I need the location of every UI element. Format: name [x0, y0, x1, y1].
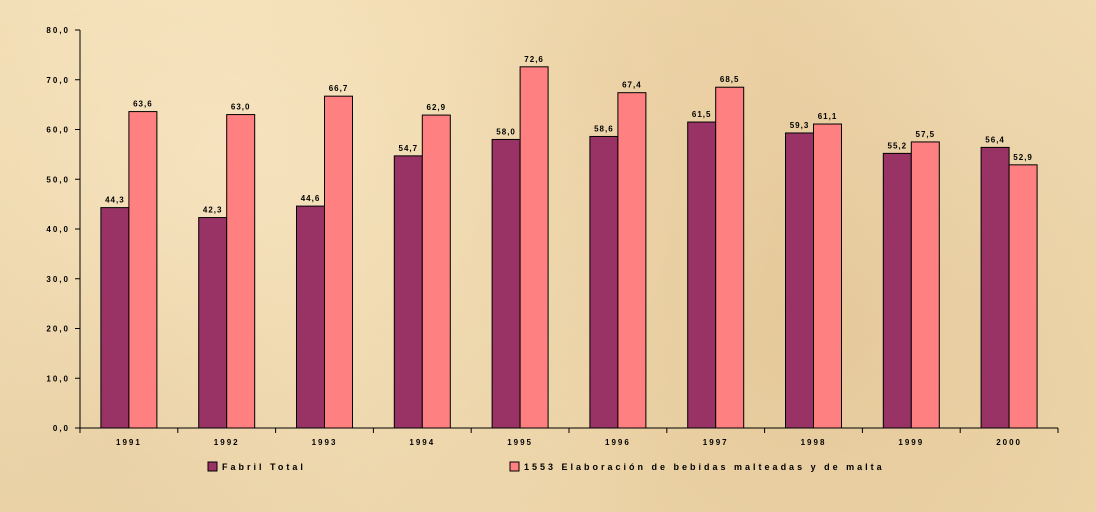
y-tick-label: 30,0: [46, 275, 70, 284]
legend-swatch: [208, 462, 217, 471]
x-axis: 1991 1992 1993 1994 1995 1996 1997 1998 1999 2000: [80, 428, 1058, 447]
bar-series-1: [786, 133, 814, 428]
y-axis: 0,0 10,0 20,0 30,0 40,0 50,0 60,0 70,0 80,0: [46, 26, 80, 433]
x-tick-label: 1994: [409, 438, 435, 447]
bar-series-1: [394, 156, 422, 428]
bars: 44,3 42,3 44,6 54,7 58,0 58,6 61,5 59,3 55,2 56,4…: [101, 55, 1037, 428]
data-label: 67,4: [622, 81, 642, 90]
data-label: 55,2: [888, 141, 908, 150]
bar-series-1: [297, 206, 325, 428]
x-tick-label: 1997: [703, 438, 729, 447]
data-label: 63,0: [231, 103, 251, 112]
data-label: 62,9: [427, 103, 447, 112]
x-tick-label: 1998: [801, 438, 827, 447]
bar-series-1: [199, 218, 227, 428]
data-label: 68,5: [720, 75, 740, 84]
bar-series-2: [325, 96, 353, 428]
bar-series-2: [227, 115, 255, 428]
x-tick-label: 2000: [996, 438, 1022, 447]
data-label: 42,3: [203, 206, 223, 215]
bar-series-2: [716, 87, 744, 428]
data-label: 58,0: [496, 127, 516, 136]
legend-swatch: [510, 462, 519, 471]
bar-series-2: [618, 93, 646, 428]
data-label: 61,1: [818, 112, 838, 121]
y-tick-label: 50,0: [46, 175, 70, 184]
x-tick-label: 1995: [507, 438, 533, 447]
y-tick-label: 60,0: [46, 126, 70, 135]
y-tick-label: 0,0: [53, 424, 70, 433]
data-label: 58,6: [594, 124, 614, 133]
y-tick-label: 80,0: [46, 26, 70, 35]
bar-series-2: [422, 115, 450, 428]
data-label: 52,9: [1013, 153, 1033, 162]
data-label: 63,6: [133, 100, 153, 109]
y-tick-label: 70,0: [46, 76, 70, 85]
data-label: 56,4: [985, 135, 1005, 144]
bar-series-1: [981, 147, 1009, 428]
data-label: 54,7: [399, 144, 419, 153]
x-tick-label: 1993: [312, 438, 338, 447]
bar-series-2: [814, 124, 842, 428]
bar-series-1: [883, 153, 911, 428]
x-tick-label: 1996: [605, 438, 631, 447]
bar-series-2: [911, 142, 939, 428]
bar-series-1: [590, 136, 618, 428]
x-tick-label: 1992: [214, 438, 240, 447]
data-label: 57,5: [916, 130, 936, 139]
bar-series-1: [688, 122, 716, 428]
data-label: 44,3: [105, 196, 125, 205]
bar-series-1: [101, 208, 129, 428]
legend-label: 1553 Elaboración de bebidas malteadas y …: [524, 462, 885, 472]
y-tick-label: 40,0: [46, 225, 70, 234]
bar-series-2: [1009, 165, 1037, 428]
x-tick-label: 1991: [116, 438, 142, 447]
data-label: 59,3: [790, 121, 810, 130]
y-tick-label: 10,0: [46, 374, 70, 383]
data-label: 61,5: [692, 110, 712, 119]
data-label: 66,7: [329, 84, 349, 93]
bar-series-2: [520, 67, 548, 428]
bar-series-1: [492, 139, 520, 428]
legend-label: Fabril Total: [222, 462, 306, 472]
x-tick-label: 1999: [898, 438, 924, 447]
legend: Fabril Total 1553 Elaboración de bebidas …: [208, 462, 885, 472]
data-label: 72,6: [524, 55, 544, 64]
y-tick-label: 20,0: [46, 325, 70, 334]
bar-series-2: [129, 112, 157, 428]
data-label: 44,6: [301, 194, 321, 203]
